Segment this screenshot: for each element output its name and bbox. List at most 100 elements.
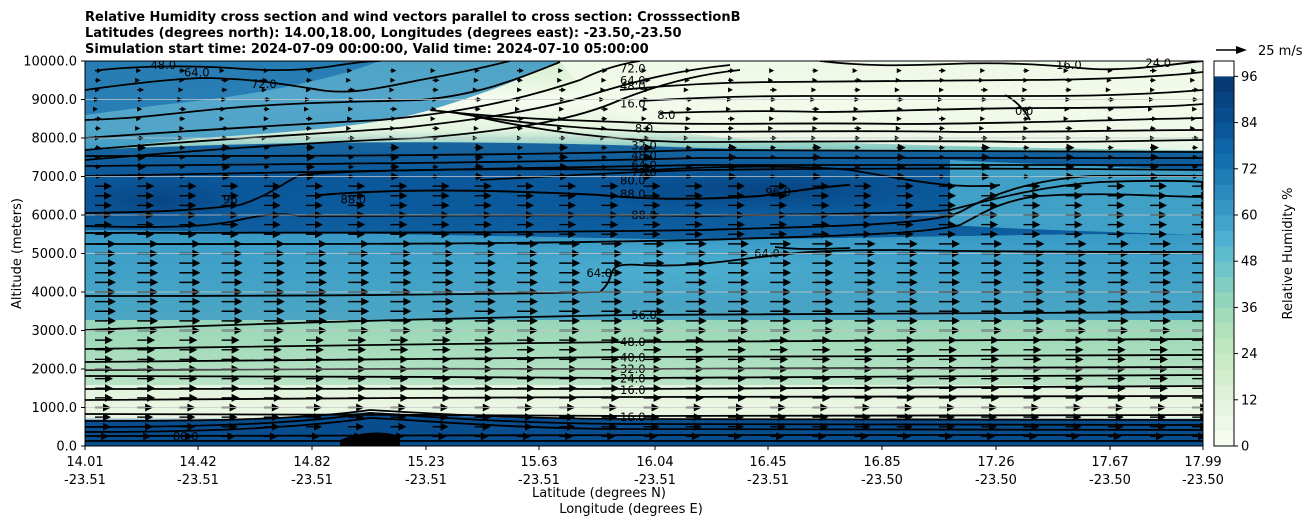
contour-label: 48.0 [620, 335, 646, 349]
wind-vector-head [234, 268, 243, 277]
colorbar-band [1214, 107, 1234, 124]
wind-vector-head [400, 374, 409, 383]
wind-vector-head [1160, 345, 1168, 354]
wind-vector-head [610, 191, 619, 200]
x-tick-lat: 15.63 [520, 455, 557, 470]
wind-vector-head [316, 355, 324, 364]
wind-vector-head [445, 278, 454, 287]
wind-vector-head [772, 87, 778, 93]
wind-vector-head [560, 162, 569, 171]
wind-vector-head [982, 153, 991, 162]
wind-vector-head [652, 182, 661, 191]
wind-vector-head [771, 145, 777, 151]
wind-vector-head [572, 278, 581, 287]
wind-vector-head [656, 239, 665, 248]
wind-vector-head [192, 297, 201, 306]
wind-vector-head [361, 268, 370, 277]
wind-vector-head [1066, 87, 1072, 93]
colorbar-tick-label: 60 [1241, 209, 1258, 224]
wind-vector-head [315, 230, 323, 239]
wind-vector-head [780, 393, 789, 402]
wind-vector-head [769, 116, 775, 122]
wind-vector-head [189, 336, 198, 345]
wind-vector-head [738, 384, 746, 393]
wind-vector-head [867, 239, 876, 248]
grid-lines [85, 99, 1203, 408]
wind-vector-head [1033, 374, 1042, 383]
wind-vector-head [994, 278, 1003, 287]
wind-vector-head [139, 87, 145, 93]
wind-vector-head [821, 182, 830, 191]
wind-vector-head [894, 87, 900, 93]
wind-vector-head [219, 116, 225, 122]
wind-vector-head [768, 77, 774, 83]
wind-vector-head [771, 164, 777, 170]
wind-vector-head [698, 259, 707, 268]
wind-vector-head [306, 87, 311, 93]
wind-vector-head [442, 345, 451, 354]
wind-vector-head [307, 153, 315, 162]
wind-vector-head [691, 432, 700, 441]
wind-vector-head [147, 374, 156, 383]
wind-vector-head [189, 374, 198, 383]
wind-vector-head [825, 316, 834, 325]
wind-vector-head [940, 164, 945, 170]
wind-vector-head [1205, 240, 1213, 248]
wind-vector-head [1151, 143, 1159, 152]
wind-vector-head [1160, 374, 1168, 383]
wind-vector-head [442, 355, 451, 364]
wind-vector-head [729, 153, 737, 162]
wind-vector-head [768, 125, 774, 131]
wind-vector-head [558, 116, 564, 122]
wind-vector-head [230, 182, 239, 191]
wind-vector-head [572, 268, 581, 277]
wind-vector-head [1073, 413, 1082, 422]
colorbar-band [1214, 199, 1234, 216]
wind-vector-head [192, 268, 201, 277]
x-tick-lon: -23.51 [518, 473, 560, 488]
wind-vector-head [557, 125, 563, 131]
wind-vector-head [400, 384, 409, 393]
wind-vector-head [895, 77, 901, 83]
wind-vector-head [779, 191, 788, 200]
wind-vector-head [1074, 220, 1083, 229]
wind-vector-head [519, 116, 524, 122]
wind-vector-head [614, 268, 623, 277]
wind-vector-head [358, 374, 367, 383]
wind-vector-head [905, 201, 914, 210]
wind-vector-head [821, 201, 830, 210]
title-line-2: Latitudes (degrees north): 14.00,18.00, … [85, 26, 682, 41]
wind-vector-head [983, 87, 989, 93]
wind-vector-head [1066, 153, 1075, 162]
wind-vector-head [234, 239, 243, 248]
contour-label: 64.0 [586, 266, 612, 280]
wind-vector-head [264, 164, 270, 170]
wind-vector-head [1120, 307, 1129, 316]
wind-vector-head [391, 116, 397, 122]
wind-vector-head [560, 143, 569, 152]
wind-vector-head [358, 355, 367, 364]
wind-vector-head [686, 106, 692, 112]
wind-vector-head [948, 220, 956, 229]
wind-vector-head [729, 125, 734, 131]
wind-vector-head [729, 143, 737, 152]
wind-vector-head [400, 393, 409, 402]
y-tick-label: 10000.0 [23, 55, 77, 70]
wind-vector-head [95, 87, 100, 93]
wind-vector-head [1205, 288, 1213, 296]
wind-vector-head [940, 154, 945, 160]
wind-vector-head [361, 307, 370, 316]
wind-vector-head [1160, 336, 1168, 345]
wind-vector-head [1116, 220, 1125, 229]
wind-vector-head [1201, 230, 1203, 239]
wind-vector-head [1075, 345, 1084, 354]
wind-vector-head [698, 268, 707, 277]
wind-vector-head [180, 164, 186, 170]
y-tick-label: 8000.0 [32, 132, 78, 147]
wind-vector-head [1078, 259, 1087, 268]
wind-vector-head [308, 68, 313, 74]
wind-vector-head [864, 355, 873, 364]
wind-vector-head [357, 201, 366, 210]
wind-vector-head [1115, 413, 1124, 422]
wind-vector-head [614, 278, 623, 287]
